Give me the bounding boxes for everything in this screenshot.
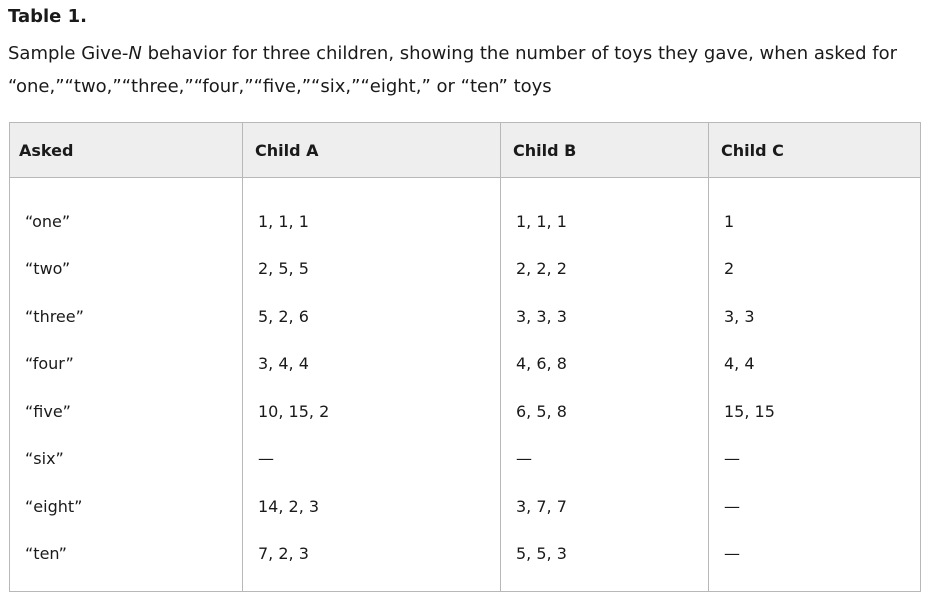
- cell-asked: “two”: [9, 245, 243, 293]
- cell-child-b: 1, 1, 1: [500, 177, 709, 245]
- table-row: “one” 1, 1, 1 1, 1, 1 1: [9, 177, 921, 245]
- table-row: “three” 5, 2, 6 3, 3, 3 3, 3: [9, 292, 921, 340]
- cell-child-c: 4, 4: [724, 354, 755, 374]
- table-row: “two” 2, 5, 5 2, 2, 2 2: [9, 245, 921, 293]
- cell-child-b: 6, 5, 8: [500, 387, 709, 435]
- table-row: “six” — — —: [9, 435, 921, 483]
- cell-asked: “six”: [9, 435, 243, 483]
- cell-asked: “three”: [9, 292, 243, 340]
- header-asked: Asked: [9, 122, 243, 178]
- cell-child-b: 2, 2, 2: [500, 245, 709, 293]
- table-row: “four” 3, 4, 4 4, 6, 8 4, 4: [9, 340, 921, 388]
- cell-child-c: —: [724, 544, 740, 563]
- table-row: “eight” 14, 2, 3 3, 7, 7 —: [9, 482, 921, 530]
- cell-child-c: 15, 15: [724, 401, 775, 421]
- cell-child-c: 1: [724, 212, 735, 231]
- cell-child-a: 7, 2, 3: [242, 530, 501, 592]
- cell-child-b: 5, 5, 3: [500, 530, 709, 592]
- header-child-b: Child B: [500, 122, 709, 178]
- cell-asked: “five”: [9, 387, 243, 435]
- give-n-table: Asked Child A Child B Child C “one” 1, 1…: [9, 122, 921, 592]
- cell-child-a: 5, 2, 6: [242, 292, 501, 340]
- cell-child-b: 4, 6, 8: [500, 340, 709, 388]
- caption-text-start: Sample Give-: [8, 43, 129, 64]
- header-child-a: Child A: [242, 122, 501, 178]
- cell-child-c: 2: [724, 259, 735, 279]
- table-label: Table 1.: [8, 6, 87, 27]
- cell-child-b: 3, 7, 7: [500, 482, 709, 530]
- cell-child-a: 10, 15, 2: [242, 387, 501, 435]
- cell-asked: “one”: [9, 177, 243, 245]
- cell-asked: “four”: [9, 340, 243, 388]
- caption-italic-n: N: [128, 43, 142, 64]
- cell-child-a: 1, 1, 1: [242, 177, 501, 245]
- caption-text-end: behavior for three children, showing the…: [8, 43, 898, 97]
- cell-child-c: —: [724, 449, 740, 469]
- cell-child-b: 3, 3, 3: [500, 292, 709, 340]
- cell-child-a: —: [242, 435, 501, 483]
- header-child-c: Child C: [708, 122, 921, 178]
- cell-child-c: —: [724, 496, 740, 516]
- cell-child-c: 3, 3: [724, 306, 755, 326]
- table-row: “ten” 7, 2, 3 5, 5, 3 —: [9, 530, 921, 592]
- table-header-row: Asked Child A Child B Child C: [9, 122, 921, 178]
- cell-child-a: 3, 4, 4: [242, 340, 501, 388]
- table-caption: Sample Give-N behavior for three childre…: [8, 37, 920, 103]
- cell-asked: “ten”: [9, 530, 243, 592]
- cell-asked: “eight”: [9, 482, 243, 530]
- cell-child-a: 14, 2, 3: [242, 482, 501, 530]
- cell-child-a: 2, 5, 5: [242, 245, 501, 293]
- table-row: “five” 10, 15, 2 6, 5, 8 15, 15: [9, 387, 921, 435]
- cell-child-b: —: [500, 435, 709, 483]
